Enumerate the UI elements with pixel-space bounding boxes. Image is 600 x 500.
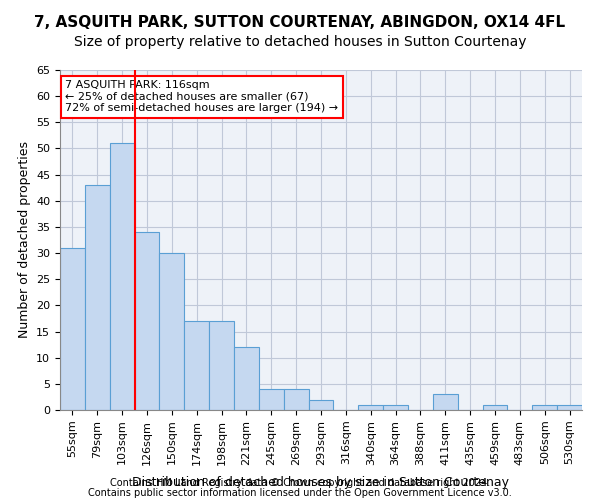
Bar <box>358 405 383 410</box>
Bar <box>557 405 582 410</box>
Bar <box>259 389 284 410</box>
Bar <box>383 405 408 410</box>
Bar <box>134 232 160 410</box>
Text: 7 ASQUITH PARK: 116sqm
← 25% of detached houses are smaller (67)
72% of semi-det: 7 ASQUITH PARK: 116sqm ← 25% of detached… <box>65 80 338 114</box>
Bar <box>60 248 85 410</box>
Bar <box>184 321 209 410</box>
Bar <box>482 405 508 410</box>
Y-axis label: Number of detached properties: Number of detached properties <box>17 142 31 338</box>
Bar <box>284 389 308 410</box>
Bar <box>160 253 184 410</box>
Text: Size of property relative to detached houses in Sutton Courtenay: Size of property relative to detached ho… <box>74 35 526 49</box>
Bar <box>85 185 110 410</box>
Bar <box>110 143 134 410</box>
Bar <box>532 405 557 410</box>
Text: Contains public sector information licensed under the Open Government Licence v3: Contains public sector information licen… <box>88 488 512 498</box>
Text: 7, ASQUITH PARK, SUTTON COURTENAY, ABINGDON, OX14 4FL: 7, ASQUITH PARK, SUTTON COURTENAY, ABING… <box>34 15 566 30</box>
Bar <box>308 400 334 410</box>
Bar <box>433 394 458 410</box>
Text: Contains HM Land Registry data © Crown copyright and database right 2024.: Contains HM Land Registry data © Crown c… <box>110 478 490 488</box>
X-axis label: Distribution of detached houses by size in Sutton Courtenay: Distribution of detached houses by size … <box>133 476 509 489</box>
Bar <box>234 347 259 410</box>
Bar <box>209 321 234 410</box>
